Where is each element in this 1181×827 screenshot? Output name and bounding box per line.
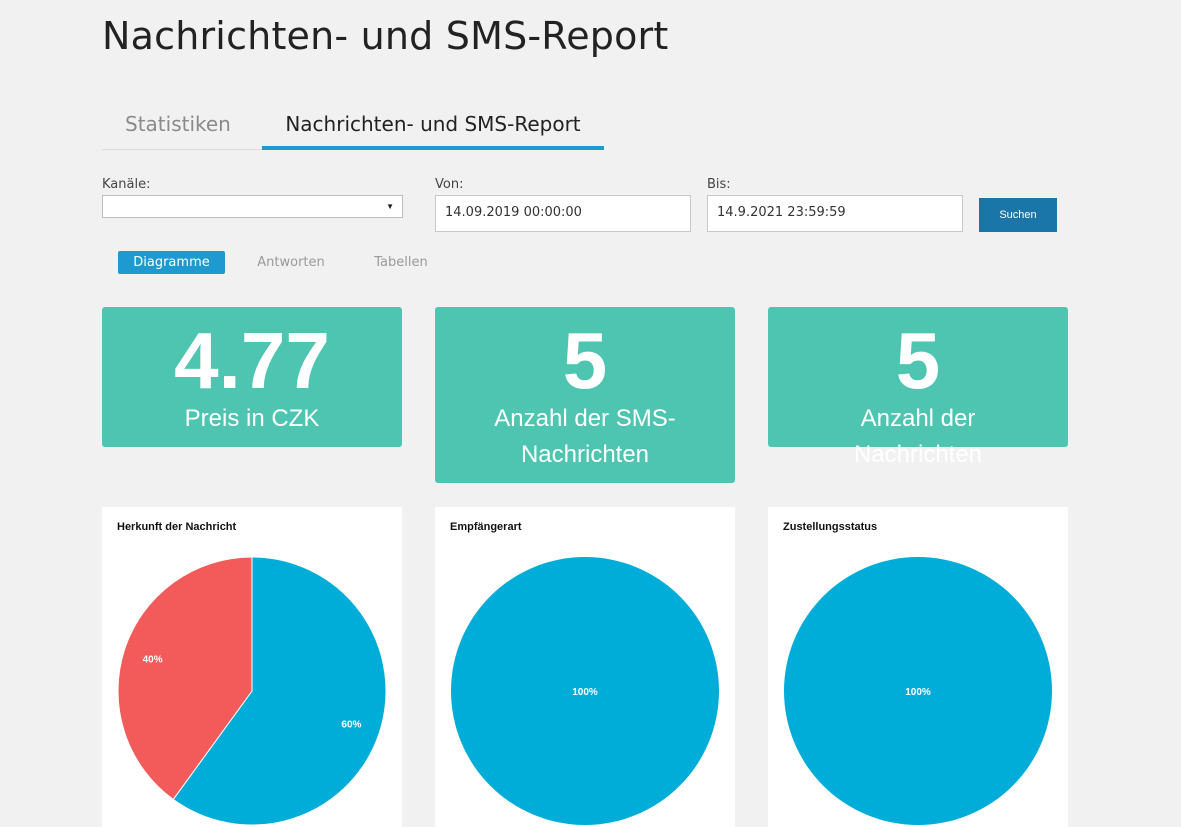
pie-slice-label: 100% [905,687,931,698]
from-label: Von: [435,177,464,192]
pie-chart-empfaengerart: 100% [451,557,719,825]
tab-statistiken[interactable]: Statistiken [125,112,231,136]
kpi-price-card: 4.77 Preis in CZK [102,307,402,447]
pie-slice-label: 40% [143,655,163,666]
chart-title: Herkunft der Nachricht [117,521,237,533]
search-button[interactable]: Suchen [979,198,1057,232]
kpi-sms-count-label: Anzahl der SMS-Nachrichten [494,405,676,468]
kpi-message-count-label: Anzahl der Nachrichten [853,405,983,468]
pie-slice-label: 100% [572,687,598,698]
pie-slice [451,557,719,825]
chart-title: Zustellungsstatus [783,521,878,533]
pie-chart-zustellungsstatus: 100% [784,557,1052,825]
pie-slice-label: 60% [341,719,361,730]
tab-nachrichten-sms-report[interactable]: Nachrichten- und SMS-Report [262,112,604,150]
channels-label: Kanäle: [102,177,151,192]
tabs-divider [102,149,262,150]
subtab-diagramme[interactable]: Diagramme [118,251,225,274]
kpi-message-count-card: 5 Anzahl der Nachrichten [768,307,1068,468]
chevron-down-icon: ▼ [386,202,394,211]
chart-card-zustellungsstatus: Zustellungsstatus 100% [768,507,1068,827]
kpi-price-label: Preis in CZK [184,405,320,432]
channels-select[interactable]: ▼ [102,195,403,218]
kpi-message-count-value: 5 [895,316,941,405]
pie-slice [784,557,1052,825]
report-tabs: Statistiken Nachrichten- und SMS-Report [102,100,605,151]
pie-slice [117,556,253,801]
chart-card-herkunft: Herkunft der Nachricht 60% 40% [102,507,402,827]
kpi-price-value: 4.77 [174,316,330,405]
subtab-tabellen[interactable]: Tabellen [374,255,428,270]
from-date-input[interactable]: 14.09.2019 00:00:00 [435,195,691,232]
kpi-sms-count-value: 5 [562,316,608,405]
chart-card-empfaengerart: Empfängerart 100% [435,507,735,827]
subtab-antworten[interactable]: Antworten [257,255,325,270]
pie-chart-herkunft: 60% 40% [117,556,387,826]
chart-title: Empfängerart [450,521,522,533]
kpi-sms-count-card: 5 Anzahl der SMS-Nachrichten [435,307,735,483]
page-title: Nachrichten- und SMS-Report [102,14,669,58]
to-date-input[interactable]: 14.9.2021 23:59:59 [707,195,963,232]
to-label: Bis: [707,177,731,192]
